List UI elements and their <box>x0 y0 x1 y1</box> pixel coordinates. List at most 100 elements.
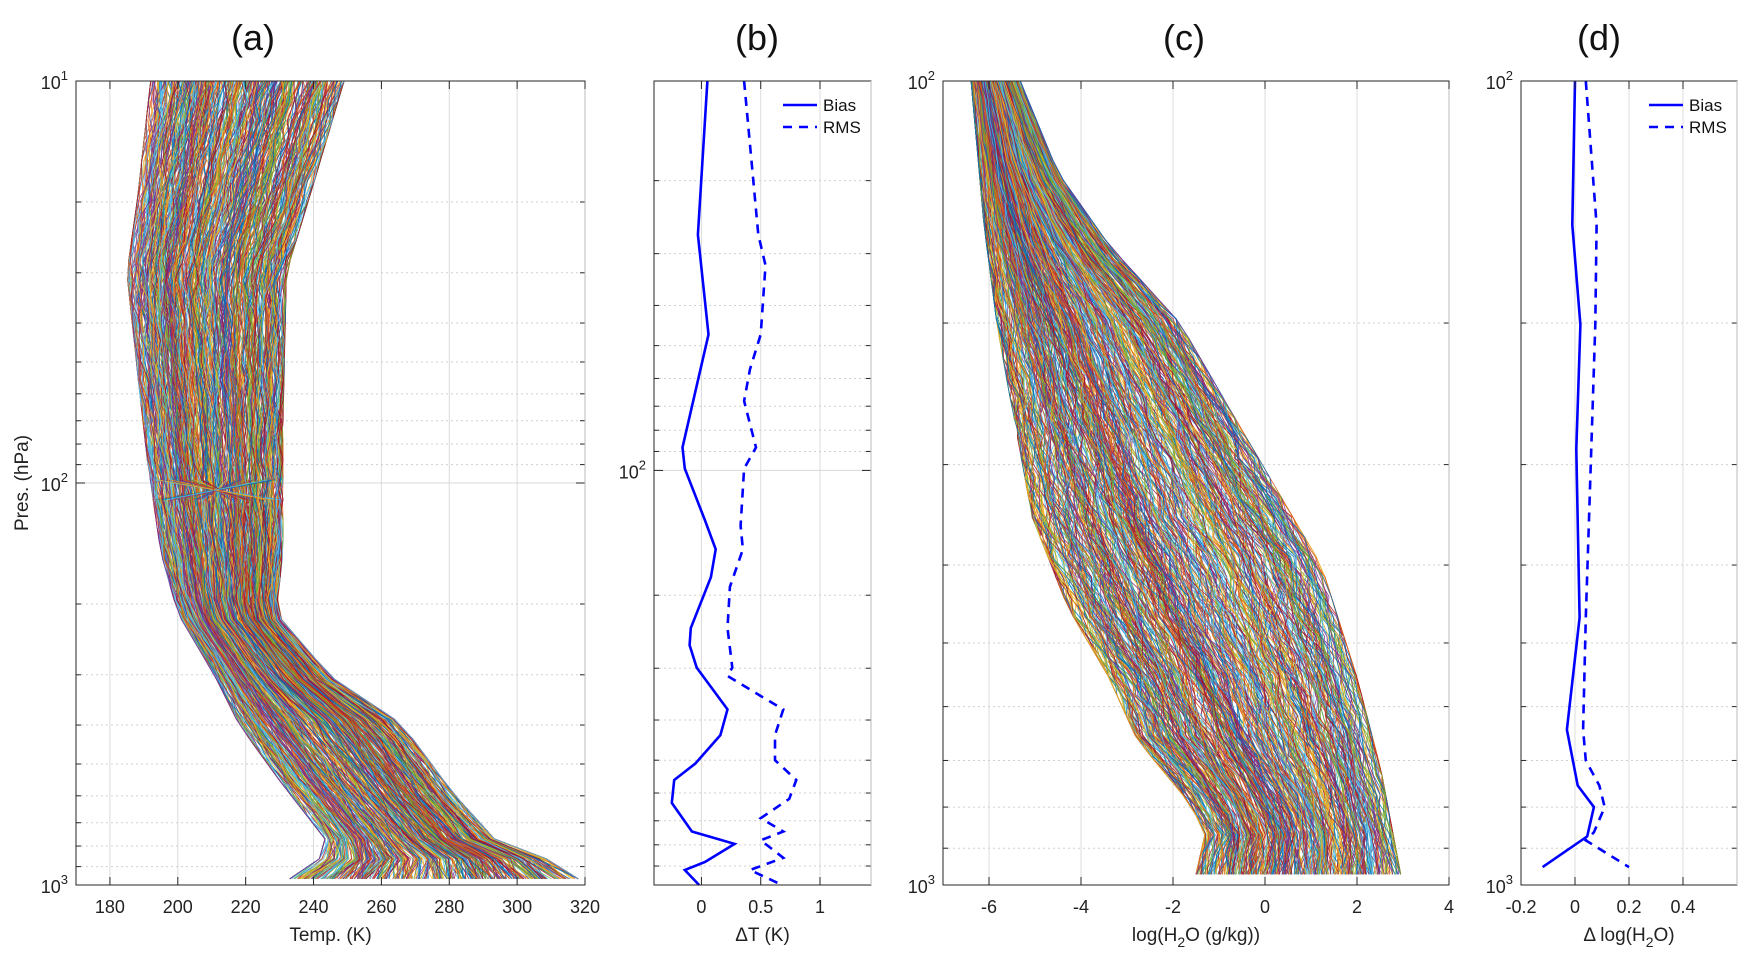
profile-line <box>984 80 1284 875</box>
profile-line <box>201 80 436 879</box>
profile-line <box>976 81 1235 875</box>
y-tick-base: 10 <box>908 73 928 93</box>
profile-line <box>978 80 1216 875</box>
profile-line <box>1017 80 1398 875</box>
profile-line <box>986 80 1281 875</box>
x-tick-label: 0.5 <box>748 897 773 917</box>
profile-line <box>1001 80 1338 875</box>
series-line-rms <box>725 80 798 887</box>
y-tick-base: 10 <box>619 462 639 482</box>
profile-line <box>166 80 490 879</box>
profile-line <box>134 80 330 880</box>
x-axis-label: Temp. (K) <box>289 925 371 946</box>
legend-label-bias: Bias <box>1689 96 1722 115</box>
profile-line <box>990 80 1258 875</box>
profile-line <box>192 80 443 879</box>
profile-line <box>982 80 1245 875</box>
y-tick-label: 103 <box>1486 872 1513 897</box>
profile-line <box>206 80 442 879</box>
profile-line <box>984 80 1216 875</box>
profile-line <box>978 80 1252 875</box>
y-tick-label: 102 <box>1486 68 1513 93</box>
profile-line <box>980 80 1280 875</box>
profile-line <box>180 80 409 879</box>
panel-title-d: (d) <box>1577 17 1621 58</box>
profile-line <box>197 80 437 879</box>
y-tick-label: 103 <box>908 872 935 897</box>
profile-line <box>130 80 361 880</box>
y-tick-base: 10 <box>41 73 61 93</box>
profile-line <box>156 80 342 880</box>
y-tick-base: 10 <box>41 475 61 495</box>
profile-line <box>237 80 492 879</box>
y-tick-exponent: 2 <box>1506 68 1513 83</box>
grid-d <box>1521 80 1737 886</box>
profile-line <box>1006 80 1391 875</box>
profile-line <box>1016 80 1397 875</box>
profile-line <box>1002 80 1379 875</box>
profile-line <box>272 80 566 880</box>
profile-line <box>1007 80 1354 875</box>
y-tick-exponent: 1 <box>61 68 68 83</box>
panel-title-a: (a) <box>231 17 275 58</box>
y-tick-exponent: 2 <box>639 457 646 472</box>
profile-line <box>1009 80 1328 875</box>
axes-box-b <box>653 80 872 886</box>
profile-line <box>226 80 478 879</box>
profile-line <box>141 80 349 880</box>
profile-line <box>992 80 1277 875</box>
profile-line <box>240 80 463 879</box>
profile-line <box>205 80 395 880</box>
legend-label-rms: RMS <box>823 118 861 137</box>
profile-line <box>1010 80 1384 875</box>
profile-line <box>176 80 390 880</box>
panel-title-b: (b) <box>735 17 779 58</box>
profile-line <box>1001 80 1321 875</box>
x-axis-label: ΔT (K) <box>735 925 790 946</box>
profile-line <box>148 80 342 880</box>
profile-line <box>994 80 1247 875</box>
x-tick-label: 1 <box>815 897 825 917</box>
profile-line <box>1006 80 1367 875</box>
profile-line <box>985 80 1234 875</box>
profile-line <box>174 80 405 879</box>
profile-line <box>251 80 515 879</box>
profile-line <box>246 80 489 880</box>
y-tick-exponent: 2 <box>928 68 935 83</box>
profile-line <box>1013 80 1372 875</box>
profile-line <box>972 80 1220 875</box>
profile-line <box>1006 80 1396 875</box>
profile-line <box>987 80 1241 875</box>
profile-line <box>161 80 487 880</box>
profile-line <box>168 80 371 879</box>
x-tick-label: 0 <box>1260 897 1270 917</box>
profile-line <box>165 80 349 880</box>
x-tick-label: 220 <box>231 897 261 917</box>
profile-line <box>996 80 1347 875</box>
profile-line <box>981 80 1257 875</box>
profile-line <box>219 80 473 880</box>
profile-line <box>982 80 1234 875</box>
panel-title-c: (c) <box>1163 17 1205 58</box>
x-axis-label: Δ log(H2O) <box>1583 925 1674 950</box>
profile-line <box>261 80 505 880</box>
profile-line <box>992 80 1307 875</box>
profile-line <box>1016 80 1366 875</box>
profile-line <box>186 80 448 880</box>
profile-line <box>190 80 438 879</box>
y-tick-exponent: 3 <box>61 872 68 887</box>
profile-line <box>996 80 1321 875</box>
x-tick-label: 300 <box>502 897 532 917</box>
profile-line <box>1016 80 1399 875</box>
x-tick-label: 280 <box>434 897 464 917</box>
profile-line <box>994 80 1329 875</box>
panel-a: 180 200 220 240 260 280 300 320101102103(a)Temp… <box>12 17 600 946</box>
profile-line <box>178 80 402 879</box>
x-tick-label: 240 <box>299 897 329 917</box>
profile-line <box>183 80 524 880</box>
profile-line <box>1018 80 1376 875</box>
series-line-bias <box>1541 80 1596 869</box>
profile-line <box>989 80 1237 875</box>
